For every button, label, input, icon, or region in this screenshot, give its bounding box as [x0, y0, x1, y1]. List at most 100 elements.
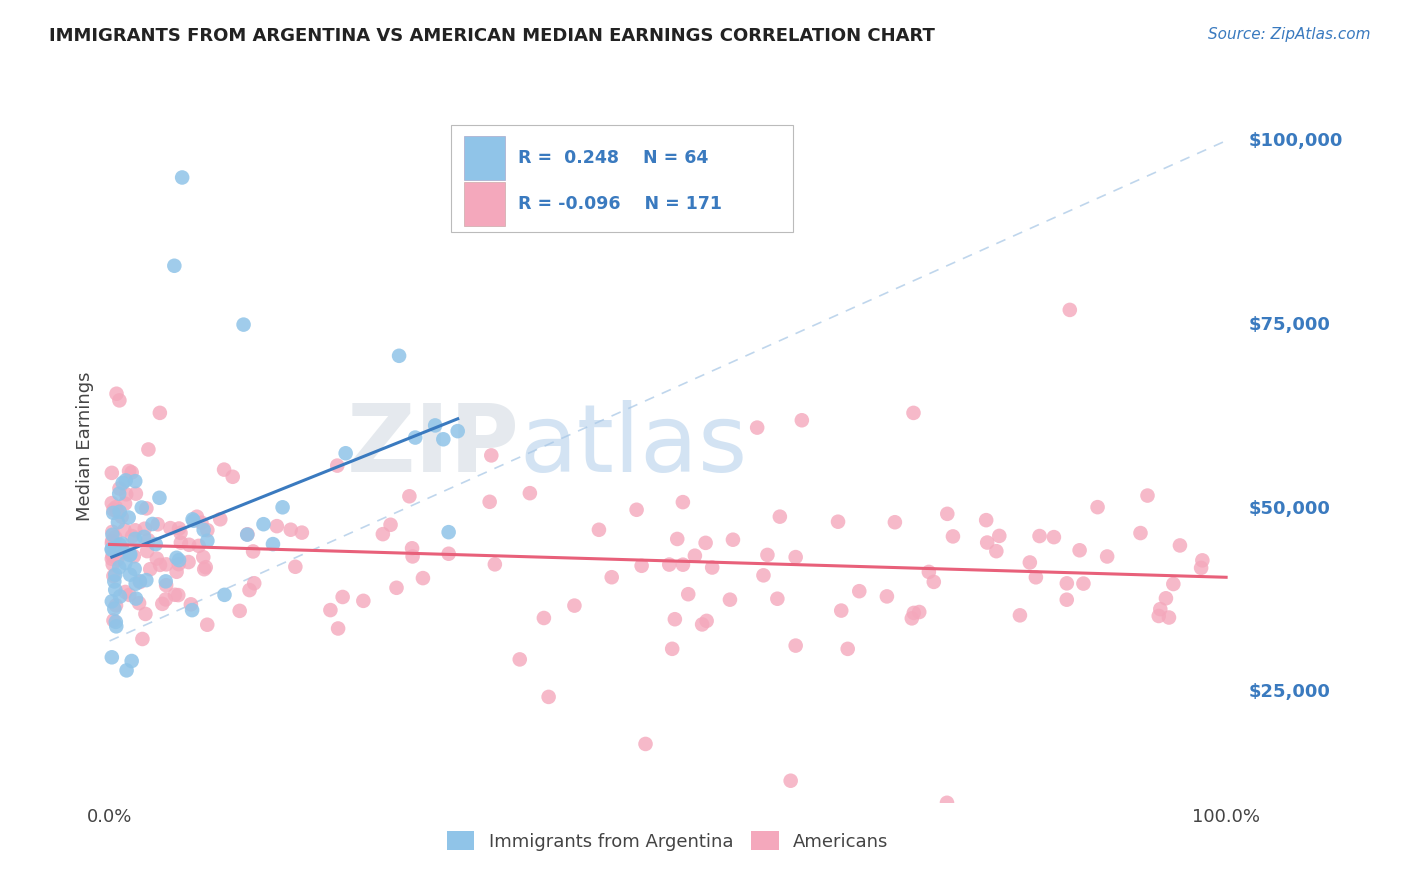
Point [108, 505, 131, 519]
Point [166, 565, 188, 579]
Point [209, 512, 232, 526]
Point [134, 607, 156, 621]
Point [108, 487, 131, 501]
FancyBboxPatch shape [464, 182, 505, 227]
Point [128, 596, 150, 610]
Point [236, 527, 259, 541]
Point [163, 259, 186, 273]
Point [519, 486, 541, 500]
Point [326, 622, 349, 636]
Point [766, 591, 789, 606]
Point [131, 500, 153, 515]
Point [149, 406, 172, 420]
Point [908, 605, 931, 619]
Point [155, 558, 177, 572]
Point [683, 549, 706, 563]
Point [108, 538, 131, 552]
Point [222, 470, 245, 484]
Point [412, 571, 434, 585]
Point [672, 558, 695, 572]
Point [146, 517, 169, 532]
Point [1136, 489, 1159, 503]
Point [319, 603, 342, 617]
Point [101, 549, 124, 563]
Point [1168, 538, 1191, 552]
Point [785, 550, 807, 565]
Point [155, 574, 177, 589]
Point [672, 495, 695, 509]
Point [478, 495, 501, 509]
Point [155, 578, 177, 592]
Point [129, 574, 152, 589]
Point [695, 536, 717, 550]
Point [120, 548, 142, 562]
Point [232, 318, 254, 332]
Point [696, 614, 718, 628]
Point [988, 529, 1011, 543]
Text: $100,000: $100,000 [1249, 132, 1343, 150]
Point [661, 641, 683, 656]
Point [172, 170, 194, 185]
Point [533, 611, 555, 625]
Point [124, 474, 146, 488]
Point [658, 558, 681, 572]
Point [1059, 302, 1081, 317]
Point [105, 386, 128, 401]
Point [1025, 570, 1047, 584]
Point [976, 535, 998, 549]
Point [155, 592, 177, 607]
Point [101, 536, 124, 550]
Point [326, 458, 349, 473]
Point [1073, 576, 1095, 591]
Point [103, 601, 125, 615]
Point [1149, 602, 1171, 616]
FancyBboxPatch shape [464, 136, 505, 180]
Text: Source: ZipAtlas.com: Source: ZipAtlas.com [1208, 27, 1371, 42]
Point [936, 507, 959, 521]
Point [104, 500, 127, 515]
Point [986, 544, 1008, 558]
Point [183, 514, 205, 528]
Point [105, 599, 128, 613]
Point [108, 482, 131, 496]
Point [101, 533, 124, 548]
Point [769, 509, 792, 524]
Point [105, 619, 128, 633]
Point [101, 650, 124, 665]
Point [903, 606, 925, 620]
Point [1189, 561, 1212, 575]
Point [177, 555, 200, 569]
Point [1154, 591, 1177, 606]
Point [1129, 526, 1152, 541]
Point [101, 466, 124, 480]
Point [509, 652, 531, 666]
Point [252, 517, 274, 532]
Point [380, 517, 402, 532]
Point [104, 541, 127, 556]
Point [437, 525, 460, 540]
Point [115, 487, 138, 501]
Point [262, 537, 284, 551]
Point [401, 541, 423, 556]
Point [114, 497, 136, 511]
Text: R =  0.248    N = 64: R = 0.248 N = 64 [517, 149, 707, 167]
Point [883, 515, 905, 529]
Point [942, 529, 965, 543]
Point [404, 431, 426, 445]
Point [193, 562, 215, 576]
Point [101, 541, 124, 556]
Point [630, 558, 652, 573]
Point [385, 581, 408, 595]
Point [236, 527, 259, 541]
Point [104, 530, 127, 544]
Point [1191, 553, 1213, 567]
Point [243, 576, 266, 591]
Point [121, 529, 143, 543]
Point [588, 523, 610, 537]
Text: R = -0.096    N = 171: R = -0.096 N = 171 [517, 195, 721, 213]
Point [135, 573, 157, 587]
Point [124, 524, 146, 538]
Point [170, 535, 193, 549]
Point [332, 590, 354, 604]
Point [111, 537, 134, 551]
